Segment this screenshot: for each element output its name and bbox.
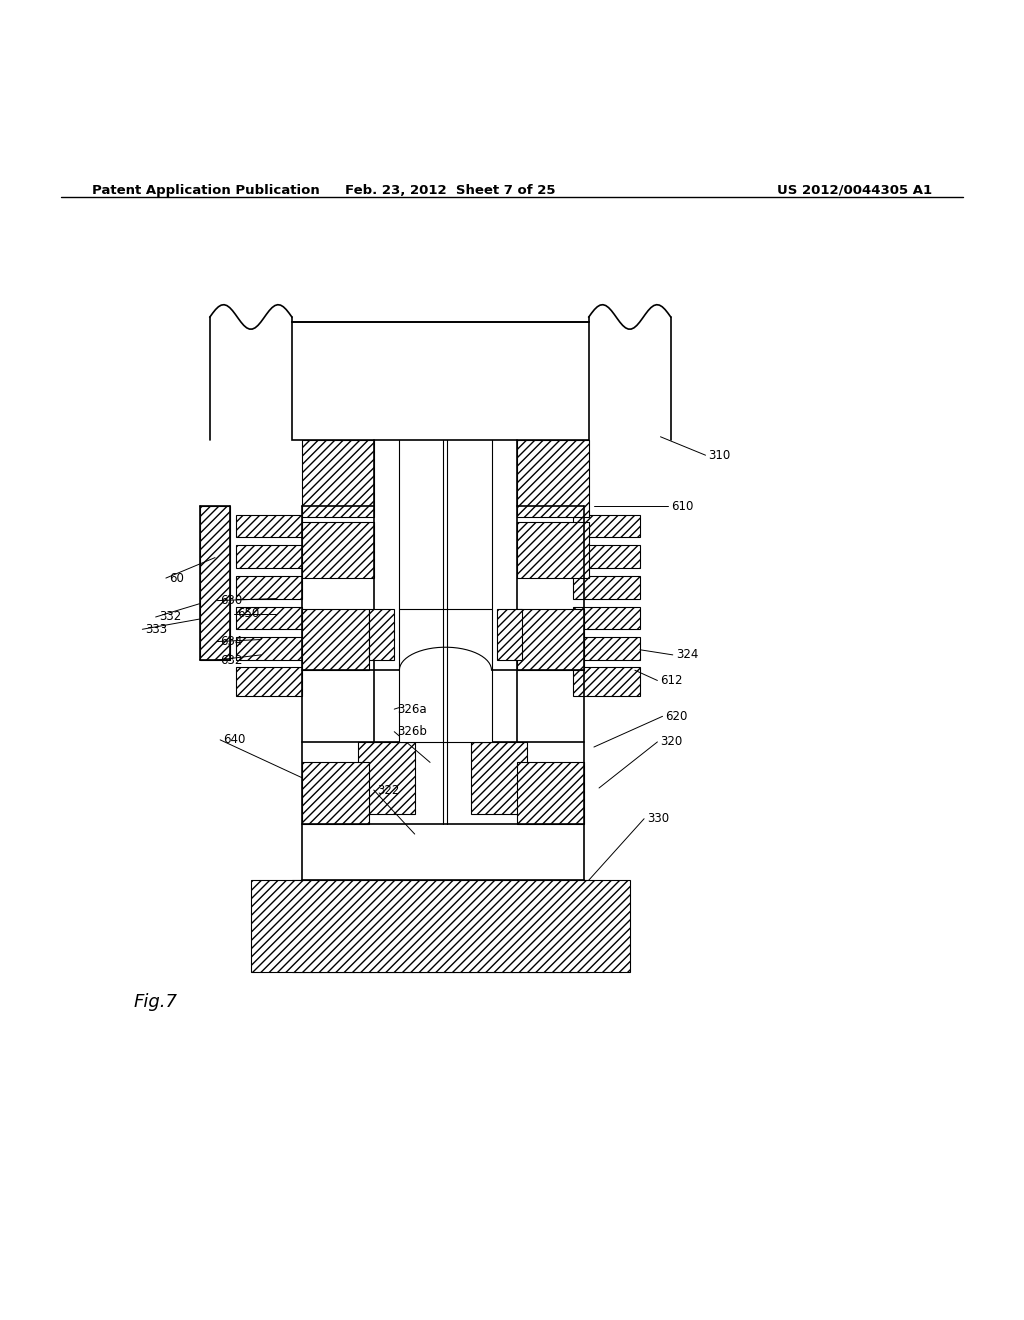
Polygon shape [251,880,630,973]
Polygon shape [200,507,230,660]
Polygon shape [302,609,369,671]
Polygon shape [236,515,302,537]
Text: Patent Application Publication: Patent Application Publication [92,183,319,197]
Bar [399,609,492,742]
Text: 322: 322 [377,784,399,796]
Text: 330: 330 [647,812,670,825]
Text: 640: 640 [223,734,246,746]
Text: 310: 310 [709,449,731,462]
Text: 324: 324 [676,648,698,661]
Polygon shape [471,742,527,813]
Text: Feb. 23, 2012  Sheet 7 of 25: Feb. 23, 2012 Sheet 7 of 25 [345,183,556,197]
Polygon shape [292,880,589,973]
Polygon shape [517,609,584,671]
Text: 326b: 326b [397,725,427,738]
Polygon shape [302,763,369,824]
Bar [292,322,589,440]
Polygon shape [302,440,374,516]
Polygon shape [302,521,374,578]
Polygon shape [236,576,302,598]
Polygon shape [236,607,302,630]
Polygon shape [517,440,589,516]
Polygon shape [236,545,302,568]
Polygon shape [517,763,584,824]
Text: 320: 320 [660,735,683,748]
Polygon shape [497,609,522,660]
Polygon shape [573,515,640,537]
Polygon shape [573,545,640,568]
Text: US 2012/0044305 A1: US 2012/0044305 A1 [777,183,932,197]
Polygon shape [573,667,640,696]
Polygon shape [358,742,415,813]
Polygon shape [369,609,394,660]
Polygon shape [573,607,640,630]
Text: Fig.7: Fig.7 [133,993,177,1011]
Text: 620: 620 [666,710,688,723]
Polygon shape [236,667,302,696]
Polygon shape [573,638,640,660]
Text: 650: 650 [238,607,260,620]
Text: 333: 333 [145,623,168,636]
Text: 632: 632 [220,653,243,667]
Text: 60: 60 [169,572,184,585]
Text: 612: 612 [660,675,683,686]
Text: 630: 630 [220,594,243,607]
Polygon shape [573,576,640,598]
Text: 332: 332 [159,610,181,623]
Text: 326a: 326a [397,702,427,715]
Text: 634: 634 [220,635,243,648]
Polygon shape [517,521,589,578]
Text: 610: 610 [671,500,693,513]
Polygon shape [236,638,302,660]
